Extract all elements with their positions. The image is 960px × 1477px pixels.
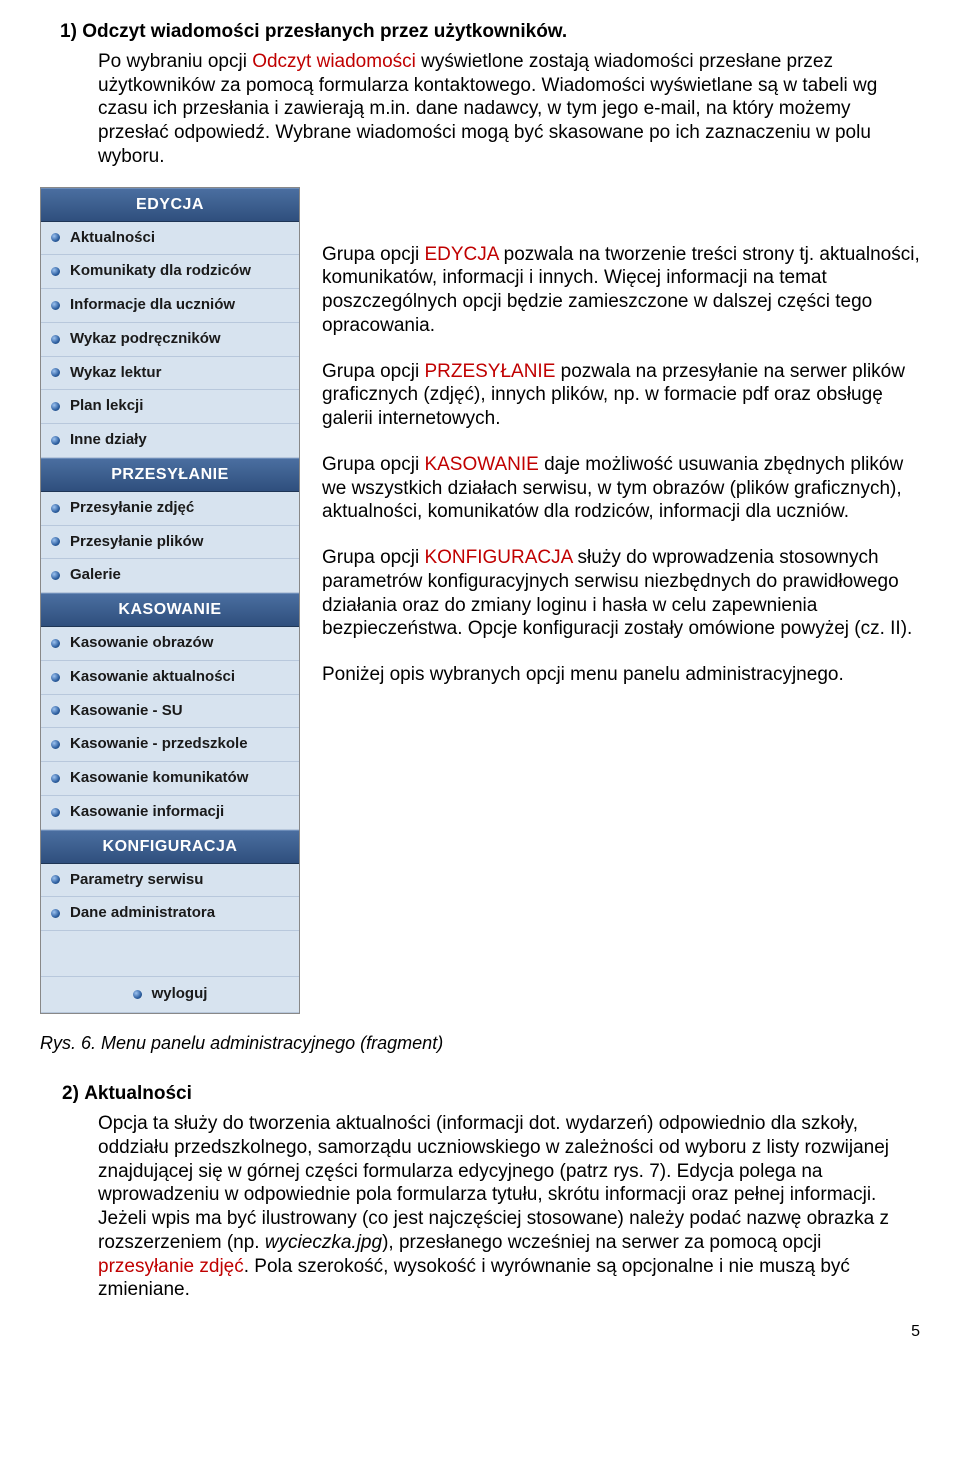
figure-caption: Rys. 6. Menu panelu administracyjnego (f…: [40, 1032, 920, 1055]
intro-pre: Po wybraniu opcji: [98, 51, 252, 72]
desc-przesylanie: Grupa opcji PRZESYŁANIE pozwala na przes…: [322, 360, 920, 431]
admin-menu-panel: EDYCJA Aktualności Komunikaty dla rodzic…: [40, 187, 300, 1014]
bullet-icon: [51, 740, 60, 749]
desc-red: PRZESYŁANIE: [424, 361, 555, 382]
menu-header-edycja: EDYCJA: [41, 188, 299, 222]
desc-pre: Grupa opcji: [322, 547, 424, 568]
section1-number: 1): [60, 21, 77, 42]
bullet-icon: [51, 301, 60, 310]
bullet-icon: [51, 233, 60, 242]
menu-label: Kasowanie - przedszkole: [70, 735, 248, 754]
desc-red: KASOWANIE: [424, 454, 538, 475]
menu-item-podreczniki[interactable]: Wykaz podręczników: [41, 323, 299, 357]
desc-kasowanie: Grupa opcji KASOWANIE daje możliwość usu…: [322, 453, 920, 524]
bullet-icon: [51, 335, 60, 344]
menu-label: Komunikaty dla rodziców: [70, 262, 251, 281]
section2-body: Opcja ta służy do tworzenia aktualności …: [98, 1112, 920, 1302]
bullet-icon: [51, 909, 60, 918]
desc-pre: Grupa opcji: [322, 244, 424, 265]
menu-item-aktualnosci[interactable]: Aktualności: [41, 222, 299, 256]
bullet-icon: [51, 808, 60, 817]
menu-spacer: [41, 931, 299, 977]
menu-item-galerie[interactable]: Galerie: [41, 559, 299, 593]
bullet-icon: [51, 571, 60, 580]
bullet-icon: [51, 267, 60, 276]
desc-red: KONFIGURACJA: [424, 547, 572, 568]
menu-label: Kasowanie obrazów: [70, 634, 213, 653]
desc-ponizej: Poniżej opis wybranych opcji menu panelu…: [322, 663, 920, 687]
menu-item-inne-dzialy[interactable]: Inne działy: [41, 424, 299, 458]
menu-label: Galerie: [70, 566, 121, 585]
menu-label: Informacje dla uczniów: [70, 296, 235, 315]
menu-item-dane-admin[interactable]: Dane administratora: [41, 897, 299, 931]
section1-paragraph: Po wybraniu opcji Odczyt wiadomości wyśw…: [98, 50, 920, 169]
bullet-icon: [51, 673, 60, 682]
bullet-icon: [51, 774, 60, 783]
menu-item-przesylanie-zdjec[interactable]: Przesyłanie zdjęć: [41, 492, 299, 526]
menu-item-lektury[interactable]: Wykaz lektur: [41, 357, 299, 391]
menu-label: Parametry serwisu: [70, 871, 203, 890]
menu-item-kasowanie-komunikatow[interactable]: Kasowanie komunikatów: [41, 762, 299, 796]
s2-filename: wycieczka.jpg: [265, 1232, 382, 1253]
description-column: Grupa opcji EDYCJA pozwala na tworzenie …: [322, 187, 920, 1014]
bullet-icon: [51, 875, 60, 884]
menu-label: Przesyłanie plików: [70, 533, 203, 552]
menu-label: Kasowanie komunikatów: [70, 769, 248, 788]
desc-pre: Grupa opcji: [322, 361, 424, 382]
menu-item-wyloguj[interactable]: wyloguj: [41, 977, 299, 1013]
menu-label: Inne działy: [70, 431, 147, 450]
bullet-icon: [51, 436, 60, 445]
s2-red: przesyłanie zdjęć: [98, 1256, 244, 1277]
menu-label: Przesyłanie zdjęć: [70, 499, 194, 518]
menu-item-kasowanie-przedszkole[interactable]: Kasowanie - przedszkole: [41, 728, 299, 762]
menu-label: Dane administratora: [70, 904, 215, 923]
desc-edycja: Grupa opcji EDYCJA pozwala na tworzenie …: [322, 243, 920, 338]
section2-number: 2): [62, 1083, 79, 1104]
menu-label: Kasowanie informacji: [70, 803, 224, 822]
menu-item-parametry-serwisu[interactable]: Parametry serwisu: [41, 864, 299, 898]
page-number: 5: [60, 1322, 920, 1342]
menu-label: Kasowanie aktualności: [70, 668, 235, 687]
menu-header-przesylanie: PRZESYŁANIE: [41, 458, 299, 492]
menu-item-przesylanie-plikow[interactable]: Przesyłanie plików: [41, 526, 299, 560]
desc-pre: Grupa opcji: [322, 454, 424, 475]
menu-label: Wykaz lektur: [70, 364, 161, 383]
section1-title: Odczyt wiadomości przesłanych przez użyt…: [82, 21, 567, 42]
menu-item-kasowanie-aktualnosci[interactable]: Kasowanie aktualności: [41, 661, 299, 695]
s2-b: ), przesłanego wcześniej na serwer za po…: [382, 1232, 821, 1253]
menu-label: Aktualności: [70, 229, 155, 248]
bullet-icon: [51, 504, 60, 513]
bullet-icon: [133, 990, 142, 999]
menu-header-konfiguracja: KONFIGURACJA: [41, 830, 299, 864]
menu-label: wyloguj: [152, 985, 208, 1004]
section2-title: Aktualności: [84, 1083, 192, 1104]
bullet-icon: [51, 402, 60, 411]
bullet-icon: [51, 706, 60, 715]
menu-item-kasowanie-su[interactable]: Kasowanie - SU: [41, 695, 299, 729]
bullet-icon: [51, 537, 60, 546]
menu-item-kasowanie-obrazow[interactable]: Kasowanie obrazów: [41, 627, 299, 661]
bullet-icon: [51, 368, 60, 377]
intro-red: Odczyt wiadomości: [252, 51, 416, 72]
menu-item-informacje[interactable]: Informacje dla uczniów: [41, 289, 299, 323]
desc-red: EDYCJA: [424, 244, 498, 265]
menu-label: Wykaz podręczników: [70, 330, 221, 349]
menu-label: Kasowanie - SU: [70, 702, 183, 721]
menu-label: Plan lekcji: [70, 397, 143, 416]
menu-item-plan-lekcji[interactable]: Plan lekcji: [41, 390, 299, 424]
menu-header-kasowanie: KASOWANIE: [41, 593, 299, 627]
menu-item-komunikaty[interactable]: Komunikaty dla rodziców: [41, 255, 299, 289]
desc-konfiguracja: Grupa opcji KONFIGURACJA służy do wprowa…: [322, 546, 920, 641]
bullet-icon: [51, 639, 60, 648]
menu-item-kasowanie-informacji[interactable]: Kasowanie informacji: [41, 796, 299, 830]
